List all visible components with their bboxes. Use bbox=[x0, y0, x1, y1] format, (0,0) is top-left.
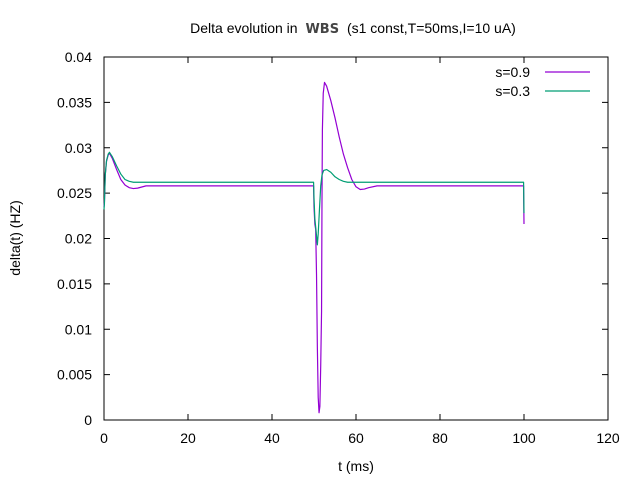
y-tick-label: 0.03 bbox=[65, 140, 92, 156]
y-tick-label: 0.02 bbox=[65, 231, 92, 247]
y-axis-ticks: 0 0.005 0.01 0.015 0.02 0.025 0.03 0.035 0.04 bbox=[57, 49, 608, 428]
legend-label-1: s=0.9 bbox=[495, 64, 530, 80]
x-tick-label: 40 bbox=[264, 430, 280, 446]
chart-title-prefix: Delta evolution in bbox=[190, 20, 297, 36]
x-tick-label: 20 bbox=[180, 430, 196, 446]
x-tick-label: 60 bbox=[348, 430, 364, 446]
plot-frame bbox=[103, 56, 609, 421]
chart-title-suffix: (s1 const,T=50ms,I=10 uA) bbox=[347, 20, 516, 36]
y-tick-label: 0.005 bbox=[57, 367, 92, 383]
x-tick-label: 80 bbox=[432, 430, 448, 446]
y-axis-label: delta(t) (HZ) bbox=[7, 200, 23, 275]
y-tick-label: 0.04 bbox=[65, 49, 92, 65]
x-axis-ticks: 0 20 40 60 80 100 120 bbox=[100, 57, 620, 446]
x-axis-label: t (ms) bbox=[338, 458, 374, 474]
chart-title-abbr: WBS bbox=[305, 22, 339, 37]
y-tick-label: 0 bbox=[84, 412, 92, 428]
y-tick-label: 0.015 bbox=[57, 276, 92, 292]
y-tick-label: 0.01 bbox=[65, 321, 92, 337]
legend: s=0.9 s=0.3 bbox=[495, 64, 590, 99]
legend-label-2: s=0.3 bbox=[495, 83, 530, 99]
y-tick-label: 0.035 bbox=[57, 94, 92, 110]
y-tick-label: 0.025 bbox=[57, 185, 92, 201]
x-tick-label: 120 bbox=[596, 430, 620, 446]
x-tick-label: 0 bbox=[100, 430, 108, 446]
series-lines bbox=[103, 81, 525, 414]
x-tick-label: 100 bbox=[512, 430, 536, 446]
chart-title: Delta evolution in WBS (s1 const,T=50ms,… bbox=[190, 20, 516, 37]
series-line-1 bbox=[103, 81, 525, 414]
series-line-2 bbox=[103, 151, 525, 246]
